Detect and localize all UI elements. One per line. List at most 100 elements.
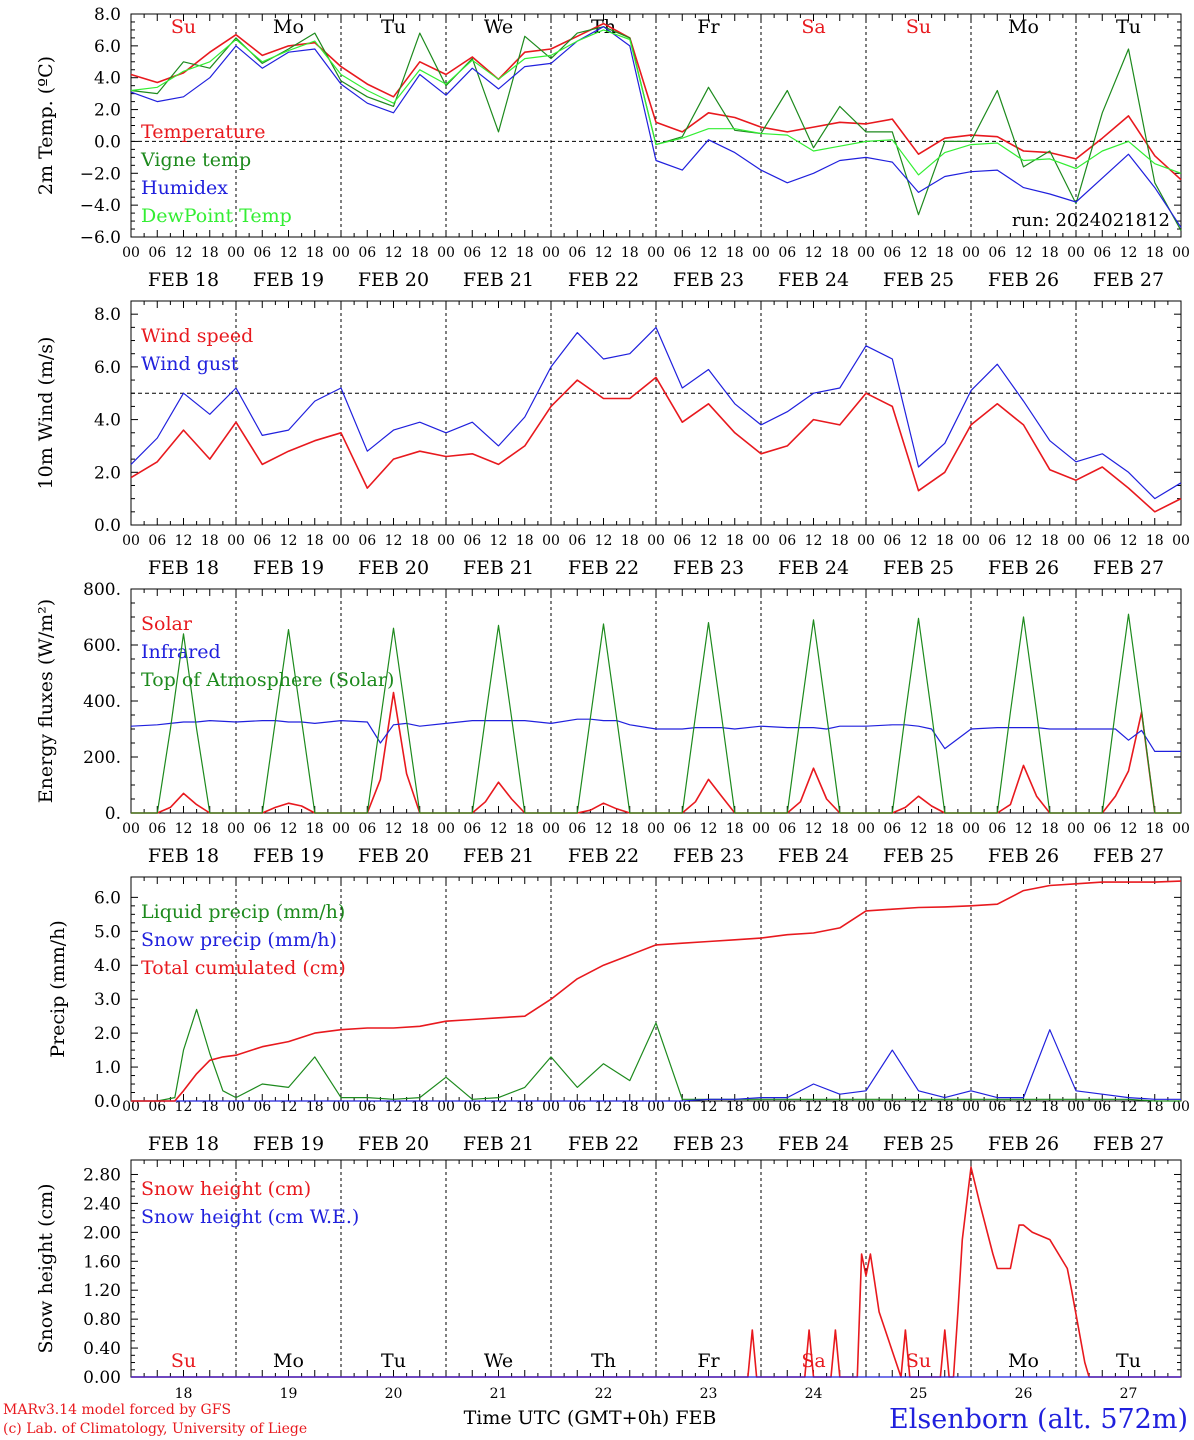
hour-tick-label: 12 xyxy=(175,533,193,549)
series-line-blue xyxy=(131,1029,1181,1102)
hour-tick-label: 12 xyxy=(805,1099,823,1115)
y-tick-label: 3.0 xyxy=(94,990,121,1010)
hour-tick-label: 12 xyxy=(280,1099,298,1115)
y-tick-label: 2.40 xyxy=(83,1194,121,1214)
date-label: FEB 22 xyxy=(568,269,639,291)
legend-entry: Wind gust xyxy=(141,353,239,375)
hour-tick-label: 12 xyxy=(595,821,613,837)
hour-tick-label: 12 xyxy=(595,533,613,549)
legend-entry: Liquid precip (mm/h) xyxy=(141,901,345,923)
date-label: FEB 24 xyxy=(778,269,849,291)
weekday-label: Fr xyxy=(697,16,720,38)
hour-tick-label: 12 xyxy=(910,821,928,837)
hour-tick-label: 00 xyxy=(857,1099,875,1115)
hour-tick-label: 06 xyxy=(463,821,481,837)
legend-entry: Solar xyxy=(141,613,193,635)
hour-tick-label: 12 xyxy=(280,533,298,549)
hour-tick-label: 06 xyxy=(358,533,376,549)
hour-tick-label: 00 xyxy=(542,1099,560,1115)
hour-tick-label: 00 xyxy=(227,533,245,549)
date-label: FEB 26 xyxy=(988,1133,1059,1155)
y-tick-label: 0.40 xyxy=(83,1339,121,1359)
date-label: FEB 27 xyxy=(1093,269,1164,291)
hour-tick-label: 00 xyxy=(332,533,350,549)
panel-3: 800. 600. 400. 200. 0. Energy fluxes (W/m²) 00… xyxy=(35,580,1190,867)
hour-tick-label: 12 xyxy=(595,1099,613,1115)
credit-line-1: MARv3.14 model forced by GFS xyxy=(3,1402,231,1418)
hour-tick-label: 18 xyxy=(621,821,639,837)
hour-tick-label: 18 xyxy=(831,533,849,549)
y-tick-label: 2.80 xyxy=(83,1165,121,1185)
weekday-label: Tu xyxy=(1116,16,1141,38)
y-tick-label: 4.0 xyxy=(94,956,121,976)
hour-tick-label: 00 xyxy=(1067,821,1085,837)
weekday-label: Tu xyxy=(381,16,406,38)
hour-tick-label: 12 xyxy=(1120,533,1138,549)
weekday-label: We xyxy=(484,1350,513,1372)
footer: 18 19 20 21 22 23 24 25 26 27 MARv3.14 model force… xyxy=(3,1386,1188,1437)
hour-tick-label: 12 xyxy=(175,245,193,261)
hour-tick-label: 00 xyxy=(962,821,980,837)
date-label: FEB 25 xyxy=(883,269,954,291)
y-tick-label: 1.0 xyxy=(94,1058,121,1078)
date-label: FEB 20 xyxy=(358,1133,429,1155)
date-label: FEB 19 xyxy=(253,1133,324,1155)
panel-1: 8.0 6.0 4.0 2.0 0.0 −2.0 −4.0 −6.0 2m Temp. (ºC)… xyxy=(35,5,1190,291)
date-label: FEB 18 xyxy=(148,845,219,867)
hour-tick-label: 06 xyxy=(463,533,481,549)
date-label: FEB 23 xyxy=(673,845,744,867)
day-number: 25 xyxy=(910,1386,928,1402)
hour-tick-label: 06 xyxy=(883,533,901,549)
hour-tick-label: 06 xyxy=(883,821,901,837)
date-label: FEB 19 xyxy=(253,845,324,867)
y-axis-label: 10m Wind (m/s) xyxy=(35,337,57,490)
date-label: FEB 22 xyxy=(568,557,639,579)
y-tick-label: 2.0 xyxy=(94,463,121,483)
y-tick-label: 0.80 xyxy=(83,1310,121,1330)
date-label: FEB 18 xyxy=(148,269,219,291)
hour-tick-label: 18 xyxy=(306,821,324,837)
hour-tick-label: 00 xyxy=(1067,1099,1085,1115)
weekday-label: Sa xyxy=(801,16,825,38)
hour-tick-label: 18 xyxy=(1146,533,1164,549)
y-tick-label: 6.0 xyxy=(94,358,121,378)
y-axis-label: Snow height (cm) xyxy=(35,1183,57,1353)
hour-tick-label: 06 xyxy=(463,1099,481,1115)
weekday-label: Mo xyxy=(1008,16,1039,38)
hour-tick-label: 18 xyxy=(726,821,744,837)
hour-tick-label: 00 xyxy=(227,821,245,837)
hour-tick-label: 00 xyxy=(962,245,980,261)
hour-tick-label: 00 xyxy=(122,1099,140,1115)
hour-tick-label: 00 xyxy=(752,1099,770,1115)
series-line-red xyxy=(131,880,1182,1102)
hour-tick-label: 18 xyxy=(516,245,534,261)
hour-tick-label: 12 xyxy=(595,245,613,261)
weekday-label: We xyxy=(484,16,513,38)
hour-tick-label: 12 xyxy=(1015,245,1033,261)
hour-tick-label: 00 xyxy=(437,245,455,261)
day-number: 24 xyxy=(805,1386,823,1402)
y-axis-label: Precip (mm/h) xyxy=(47,920,69,1058)
hour-tick-label: 18 xyxy=(201,1099,219,1115)
date-label: FEB 21 xyxy=(463,557,534,579)
date-label: FEB 24 xyxy=(778,845,849,867)
date-label: FEB 20 xyxy=(358,269,429,291)
legend-entry: Humidex xyxy=(141,177,228,199)
hour-tick-label: 06 xyxy=(1093,245,1111,261)
hour-tick-label: 18 xyxy=(936,245,954,261)
hour-tick-label: 18 xyxy=(1041,533,1059,549)
hour-tick-label: 06 xyxy=(358,821,376,837)
y-tick-label: −6.0 xyxy=(80,228,121,248)
date-label: FEB 25 xyxy=(883,845,954,867)
hour-tick-label: 06 xyxy=(778,1099,796,1115)
hour-tick-label: 18 xyxy=(621,533,639,549)
date-label: FEB 26 xyxy=(988,269,1059,291)
hour-tick-label: 12 xyxy=(1120,245,1138,261)
panel-5: 2.80 2.40 2.00 1.60 1.20 0.80 0.40 0.00 Snow hei… xyxy=(35,1159,1182,1388)
hour-tick-label: 00 xyxy=(1172,1099,1190,1115)
weekday-label: Fr xyxy=(697,1350,720,1372)
hour-tick-label: 06 xyxy=(778,245,796,261)
legend-entry: Temperature xyxy=(141,121,265,143)
hour-tick-label: 06 xyxy=(778,821,796,837)
